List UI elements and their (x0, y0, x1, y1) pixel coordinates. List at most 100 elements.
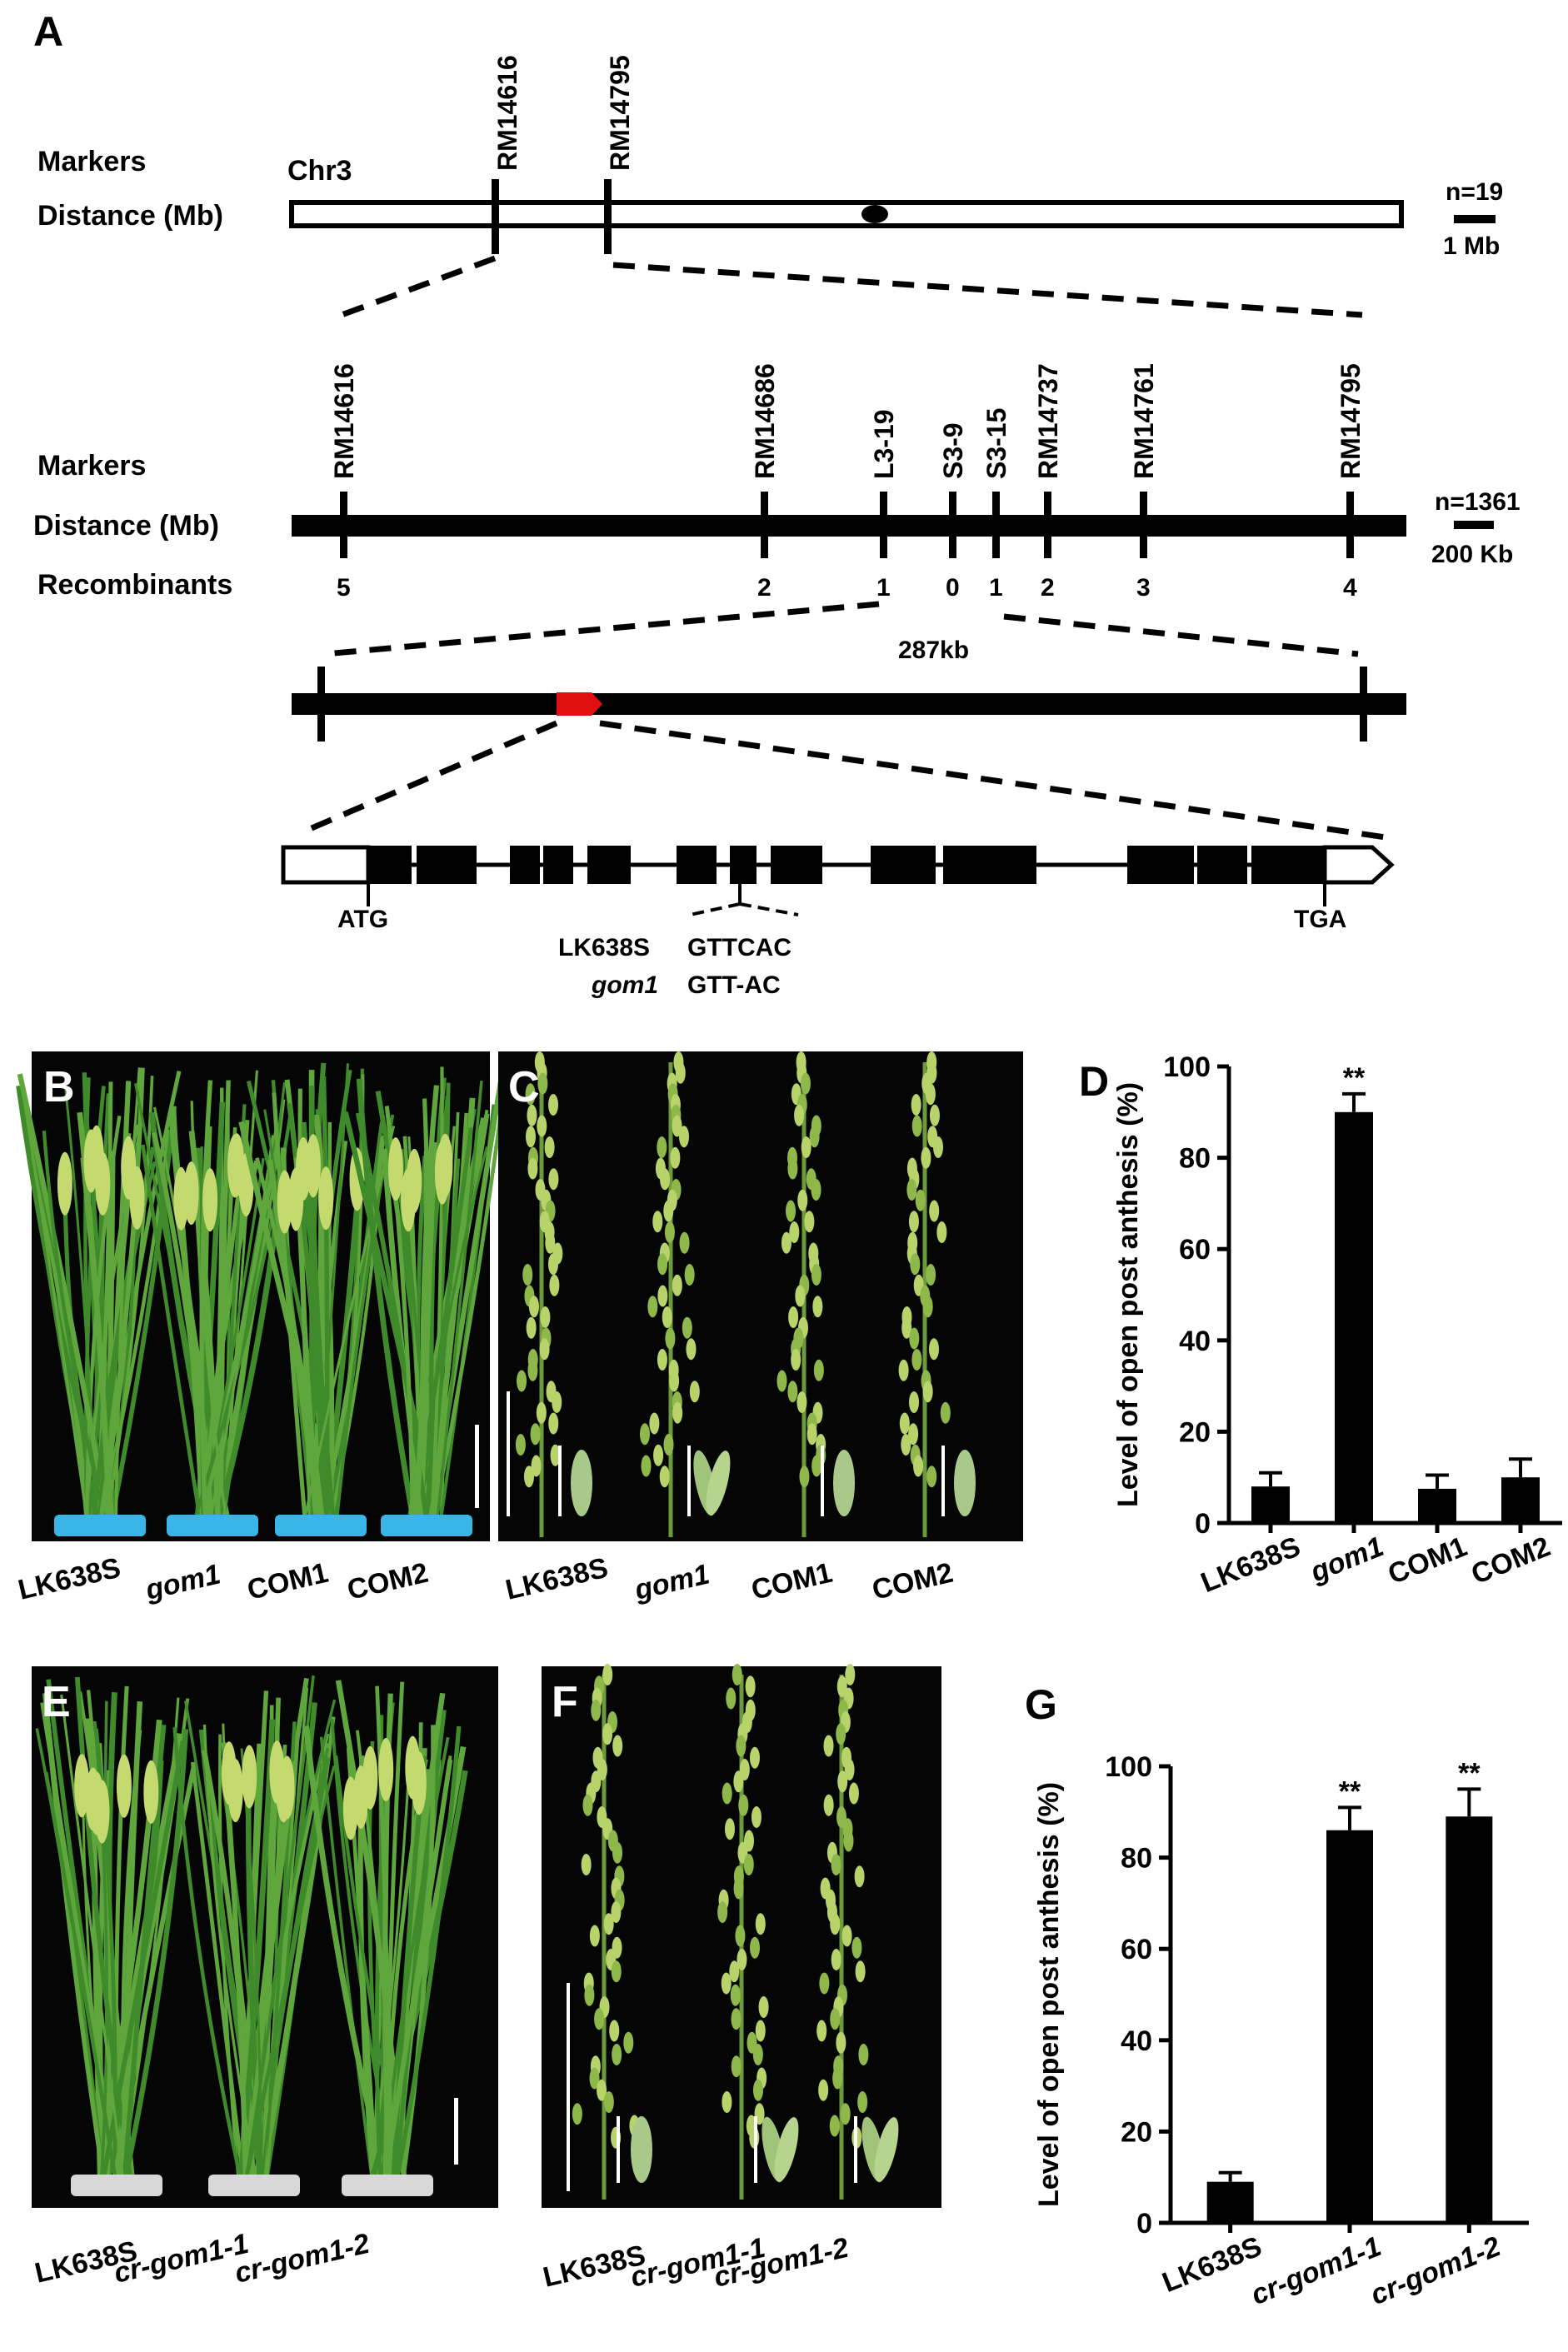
spikelet (548, 1412, 559, 1435)
marker-tick (992, 492, 1000, 558)
exon-11 (1127, 846, 1194, 884)
spikelet (811, 1455, 822, 1477)
floret-open (874, 2117, 899, 2182)
recombinant-count: 3 (1136, 574, 1151, 602)
panel-letter-e: E (42, 1678, 71, 1726)
leaf (395, 1725, 462, 2175)
spikelet (523, 1466, 534, 1488)
candidate-region: 287kb (292, 637, 1406, 841)
marker-tick (1346, 492, 1354, 558)
spikelet (603, 2091, 614, 2113)
pot (71, 2175, 162, 2196)
y-tick-label: 40 (1121, 2025, 1152, 2057)
spikelet (752, 2079, 763, 2101)
spikelet (816, 2020, 827, 2042)
scale-bar-panicle (507, 1391, 510, 1516)
spikelet (926, 1264, 936, 1286)
bar (1418, 1488, 1456, 1523)
leaf (17, 1073, 110, 1516)
scale-bar-floret (821, 1446, 824, 1516)
spikelet (724, 1818, 735, 1840)
region-bar (292, 693, 1406, 715)
spikelet (548, 1168, 559, 1191)
spikelet (686, 1338, 697, 1361)
spikelet (898, 1359, 909, 1381)
bar (1446, 1816, 1493, 2223)
panel-letter-g: G (1025, 1681, 1057, 1728)
scale-label-1: 1 Mb (1443, 232, 1500, 260)
spikelet (545, 1231, 556, 1254)
significance-mark: ** (1339, 1775, 1361, 1807)
spikelet (800, 1072, 811, 1095)
spikelet (548, 1094, 559, 1116)
panicle (305, 1134, 321, 1198)
photo-label: gom1 (142, 1558, 223, 1606)
spikelet (732, 1664, 742, 1685)
scale-bar-panicle (567, 1983, 570, 2191)
chart-d: 0 20 40 60 80 100 Level of open post anthesis … (1112, 1051, 1562, 1599)
y-tick-label: 40 (1179, 1326, 1211, 1357)
leaf (413, 1151, 430, 1516)
spikelet (758, 1996, 769, 2018)
spikelet (855, 1960, 866, 1983)
spikelet (639, 1423, 650, 1446)
spikelet (672, 1401, 683, 1424)
zoom-line-left-1 (340, 255, 497, 318)
spikelet (730, 1984, 741, 2006)
spikelet (612, 1735, 623, 1757)
recombinant-count: 1 (989, 574, 1003, 602)
spikelet (910, 1253, 921, 1276)
photo-label: cr-gom1-2 (232, 2228, 372, 2290)
spikelet (832, 2067, 843, 2090)
utr-3 (1322, 845, 1395, 885)
spikelet (921, 1146, 931, 1169)
spikelet (657, 1349, 667, 1371)
panicle (88, 1125, 104, 1189)
leaf (238, 1719, 276, 2175)
leaf (428, 1072, 505, 1516)
panel-letter-c: C (508, 1063, 540, 1111)
spikelet (582, 1794, 593, 1816)
spikelet (848, 1782, 859, 1805)
centromere (861, 205, 888, 223)
spikelet (589, 1925, 600, 1947)
y-tick-label: 80 (1121, 1843, 1152, 1875)
leaf (304, 1126, 396, 1516)
spikelet (591, 1699, 602, 1721)
spikelet (840, 2103, 851, 2125)
panel-f-photo: F (542, 1664, 941, 2208)
candidate-gene-locus (557, 692, 602, 716)
pot (167, 1515, 258, 1536)
recombinant-count: 5 (337, 574, 351, 602)
spikelet (786, 1200, 796, 1222)
pot (275, 1515, 367, 1536)
distance-label-1: Distance (Mb) (37, 200, 223, 232)
panicle (94, 1780, 110, 1844)
spikelet (830, 2008, 841, 2030)
spikelet (899, 1412, 910, 1435)
marker-tick (761, 492, 768, 558)
marker-tick (1140, 492, 1147, 558)
spikelet (731, 2008, 742, 2030)
spikelet (736, 1735, 747, 1757)
spikelet (612, 1841, 623, 1864)
leaf (222, 1070, 258, 1516)
zoom-line-right-3 (599, 720, 1392, 841)
spikelet (527, 1157, 538, 1180)
spikelet (649, 1412, 660, 1435)
exon-7 (730, 846, 757, 884)
spikelet (823, 1794, 834, 1816)
wt-sequence: GTTCAC (687, 934, 791, 961)
spikelet (926, 1466, 937, 1488)
spikelet (836, 2031, 846, 2054)
exon-10 (943, 846, 1036, 884)
floret-closed (571, 1450, 592, 1516)
pot (208, 2175, 300, 2196)
leaf (272, 1092, 307, 1516)
panicle (227, 1134, 243, 1198)
spikelet (653, 1444, 664, 1466)
marker-label: L3-19 (869, 409, 899, 479)
spikelet (818, 2079, 829, 2101)
spikelet (806, 1423, 817, 1446)
spikelet (915, 1189, 926, 1211)
